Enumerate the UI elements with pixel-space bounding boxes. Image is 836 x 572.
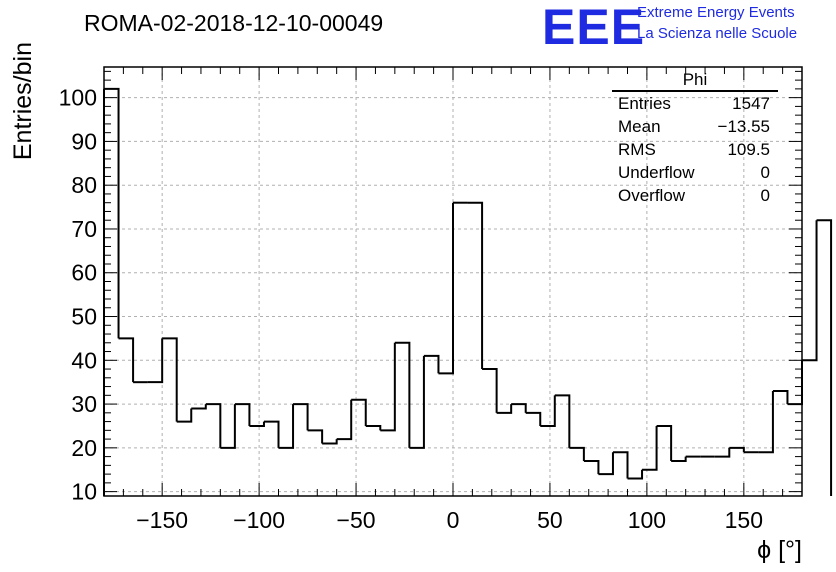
y-tick-label: 50 — [71, 304, 97, 330]
stats-label: Entries — [618, 94, 671, 113]
histogram-bin — [278, 404, 295, 449]
histogram-bin — [525, 411, 542, 426]
histogram-bin — [714, 447, 731, 458]
stats-box: Phi Entries 1547 Mean −13.55 RMS 109.5 U… — [612, 70, 778, 207]
y-tick-label: 20 — [71, 435, 97, 461]
histogram-bin — [642, 425, 658, 471]
y-axis-label: Entries/bin — [9, 42, 37, 160]
histogram-bin — [336, 399, 353, 441]
stats-title: Phi — [612, 70, 778, 92]
histogram-bin — [104, 87, 120, 339]
histogram-bin — [351, 398, 367, 426]
histogram-bin — [409, 355, 425, 449]
histogram-bin — [205, 403, 222, 448]
histogram-bin — [118, 337, 135, 383]
y-tick-label: 30 — [71, 391, 97, 417]
histogram-bin — [627, 469, 644, 480]
stats-row-overflow: Overflow 0 — [612, 184, 778, 207]
histogram-bin — [234, 403, 251, 426]
histogram-bin — [583, 459, 600, 475]
histogram-bin — [220, 404, 236, 449]
y-tick-label: 100 — [59, 85, 97, 111]
histogram-bin — [671, 456, 687, 462]
x-tick-label: −100 — [233, 507, 285, 533]
histogram-bin — [540, 395, 556, 427]
histogram-bin — [598, 452, 614, 476]
histogram-bin — [365, 424, 382, 431]
stats-row-underflow: Underflow 0 — [612, 161, 778, 184]
histogram-bin — [249, 421, 265, 427]
histogram-bin — [307, 429, 324, 444]
x-tick-label: −50 — [337, 507, 376, 533]
histogram-bin — [656, 424, 673, 461]
histogram-bin — [816, 219, 833, 496]
y-tick-label: 10 — [71, 479, 97, 505]
stats-row-entries: Entries 1547 — [612, 92, 778, 115]
histogram-bin — [394, 341, 411, 448]
histogram-bin — [176, 408, 193, 423]
y-tick-label: 70 — [71, 216, 97, 242]
histogram-bin — [147, 338, 164, 384]
y-tick-label: 60 — [71, 260, 97, 286]
histogram-bin — [772, 389, 789, 405]
stats-label: Mean — [618, 117, 661, 136]
stats-label: Underflow — [618, 163, 695, 182]
histogram-bin — [263, 420, 280, 448]
histogram-bin — [380, 342, 396, 432]
histogram-bin — [423, 354, 440, 374]
x-axis-label: ϕ [°] — [757, 536, 802, 564]
stats-value: 1547 — [732, 94, 770, 113]
x-tick-label: 0 — [447, 507, 460, 533]
histogram-bin — [787, 360, 803, 406]
histogram-bin — [322, 439, 338, 445]
histogram-bin — [293, 403, 309, 431]
x-tick-label: −150 — [136, 507, 188, 533]
x-tick-label: 150 — [725, 507, 763, 533]
logo-line-2: La Scienza nelle Scuole — [637, 25, 798, 42]
stats-label: Overflow — [618, 186, 686, 205]
stats-value: 0 — [760, 186, 770, 205]
x-tick-label: 100 — [628, 507, 666, 533]
histogram-bin — [496, 404, 513, 414]
stats-label: RMS — [618, 140, 656, 159]
histogram-bin — [482, 368, 498, 413]
eee-logo: EEE — [542, 0, 646, 55]
run-title: ROMA-02-2018-12-10-00049 — [84, 10, 384, 36]
histogram-bin — [802, 220, 818, 362]
stats-row-rms: RMS 109.5 — [612, 138, 778, 161]
histogram-bin — [758, 390, 774, 454]
histogram-bin — [511, 403, 527, 413]
stats-value: −13.55 — [717, 117, 770, 136]
x-tick-label: 50 — [537, 507, 563, 533]
histogram-bin — [467, 201, 484, 370]
stats-value: 0 — [760, 163, 770, 182]
y-tick-label: 80 — [71, 172, 97, 198]
histogram-bin — [162, 337, 178, 422]
histogram-bin — [729, 446, 745, 453]
histogram-bin — [554, 394, 571, 448]
stats-value: 109.5 — [727, 140, 770, 159]
histogram-bin — [438, 202, 454, 375]
y-tick-label: 90 — [71, 128, 97, 154]
histogram-bin — [191, 404, 207, 410]
stats-row-mean: Mean −13.55 — [612, 115, 778, 138]
y-tick-label: 40 — [71, 347, 97, 373]
histogram-bin — [569, 446, 585, 461]
logo-line-1: Extreme Energy Events — [637, 4, 795, 21]
histogram-bin — [612, 451, 629, 479]
